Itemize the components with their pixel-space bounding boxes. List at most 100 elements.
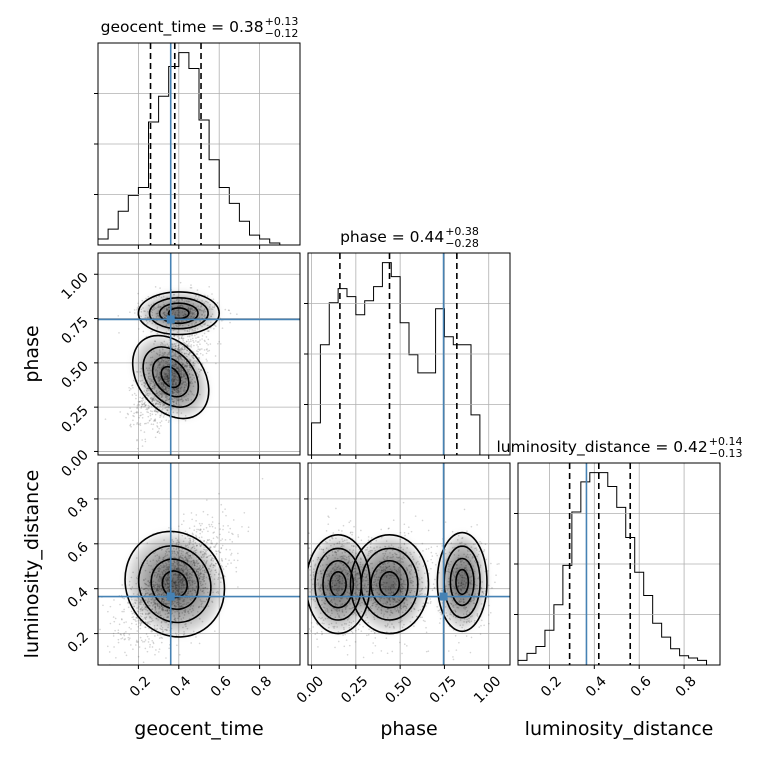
sample-point (180, 336, 183, 338)
sample-point (203, 540, 205, 543)
sample-point (150, 423, 153, 426)
sample-point (119, 633, 122, 636)
sample-point (308, 547, 311, 549)
contour-line (124, 530, 226, 638)
sample-point (220, 547, 222, 550)
sample-point (208, 349, 211, 352)
sample-point (134, 619, 136, 621)
sample-point (123, 610, 125, 613)
hist-bar (219, 187, 229, 245)
sample-point (135, 639, 138, 642)
sample-point (201, 335, 204, 337)
sample-point (176, 644, 178, 647)
sample-point (124, 638, 126, 640)
sample-point (342, 524, 345, 527)
sample-point (156, 634, 159, 636)
sample-point (158, 637, 161, 639)
hist-bar (138, 187, 148, 245)
sample-point (225, 565, 227, 568)
sample-point (144, 404, 147, 407)
sample-point (220, 564, 223, 567)
sample-point (159, 633, 162, 636)
sample-point (350, 531, 352, 534)
sample-point (139, 414, 141, 417)
sample-point (136, 423, 138, 425)
sample-point (310, 622, 313, 624)
sample-point (221, 327, 224, 329)
sample-point (351, 531, 354, 534)
sample-point (101, 669, 103, 671)
sample-point (218, 340, 220, 343)
sample-point (160, 641, 163, 644)
sample-point (203, 339, 206, 342)
sample-point (146, 650, 149, 653)
sample-point (337, 630, 340, 633)
sample-point (146, 635, 149, 638)
sample-point (206, 330, 209, 333)
sample-point (386, 652, 389, 655)
sample-point (154, 408, 157, 411)
sample-point (187, 335, 189, 338)
sample-point (321, 633, 323, 636)
sample-point (402, 501, 405, 504)
hist-bar (320, 345, 329, 455)
hist-bar (209, 160, 219, 245)
sample-point (145, 633, 148, 635)
hist-bar (189, 68, 199, 245)
sample-point (104, 418, 107, 420)
sample-point (140, 407, 143, 409)
panel-frame (97, 42, 301, 246)
sample-point (312, 626, 314, 628)
sample-point (225, 514, 227, 517)
sample-point (195, 636, 197, 638)
plot-area (98, 463, 300, 671)
sample-point (370, 541, 372, 544)
sample-point (211, 516, 214, 519)
sample-point (208, 285, 210, 288)
sample-point (181, 523, 183, 526)
sample-point (137, 292, 139, 295)
contour-line (131, 334, 210, 420)
sample-point (120, 633, 122, 636)
sample-point (112, 635, 115, 637)
sample-point (138, 400, 141, 403)
sample-point (151, 410, 153, 413)
sample-point (198, 357, 200, 359)
sample-point (188, 335, 191, 338)
sample-point (206, 371, 209, 374)
plot-area (98, 43, 300, 245)
sample-point (198, 341, 200, 343)
sample-point (195, 340, 197, 342)
sample-point (165, 657, 167, 659)
sample-point (147, 295, 150, 298)
sample-point (120, 637, 122, 640)
sample-point (140, 403, 143, 405)
sample-point (151, 646, 154, 648)
sample-point (186, 344, 189, 347)
sample-point (231, 541, 234, 543)
sample-point (123, 608, 125, 611)
sample-point (429, 602, 432, 604)
sample-point (136, 307, 139, 309)
sample-point (341, 530, 343, 532)
sample-point (362, 656, 365, 659)
sample-point (139, 424, 142, 427)
sample-point (152, 642, 155, 645)
sample-point (113, 620, 116, 623)
sample-point (145, 297, 147, 300)
sample-point (207, 330, 210, 332)
sample-point (198, 536, 201, 539)
sample-point (127, 636, 130, 639)
sample-point (129, 637, 131, 639)
sample-point (133, 309, 136, 311)
sample-point (218, 492, 220, 495)
sample-point (222, 568, 225, 570)
sample-point (137, 328, 140, 330)
sample-point (136, 410, 138, 413)
sample-point (154, 653, 156, 656)
sample-point (159, 421, 161, 424)
sample-point (206, 295, 209, 297)
panel-frame (97, 462, 301, 666)
sample-point (136, 438, 138, 441)
sample-point (367, 539, 370, 542)
